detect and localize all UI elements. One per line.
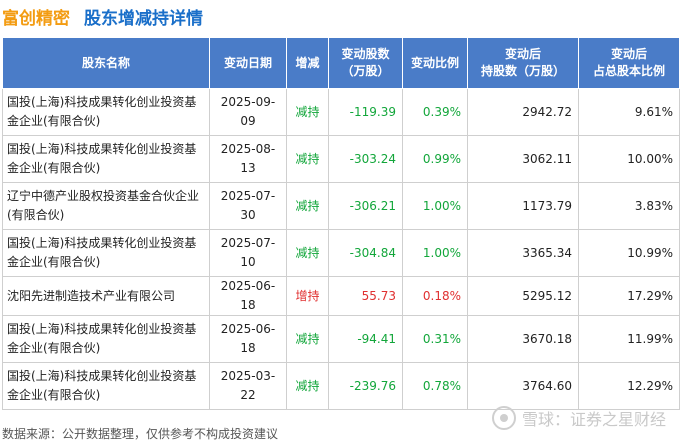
change-direction: 减持 [286,229,329,277]
change-direction: 增持 [286,276,329,316]
after-ratio: 10.99% [578,229,680,277]
after-shares: 3670.18 [467,315,579,363]
after-shares: 5295.12 [467,276,579,316]
column-header-shareholder: 股东名称 [2,37,210,89]
change-direction: 减持 [286,315,329,363]
change-ratio: 1.00% [402,229,468,277]
watermark: 雪球：证券之星财经 [491,406,666,430]
change-date: 2025-06-18 [209,276,287,316]
change-shares: -304.84 [328,229,403,277]
shareholder-change-table: 股东名称 变动日期 增减 变动股数 （万股） 变动比例 变动后 持股数（万股） … [2,37,680,410]
after-shares: 3062.11 [467,135,579,183]
change-direction: 减持 [286,182,329,230]
column-header-direction: 增减 [286,37,329,89]
shareholder-name: 国投(上海)科技成果转化创业投资基金企业(有限合伙) [2,135,210,183]
change-date: 2025-07-10 [209,229,287,277]
shareholder-name: 国投(上海)科技成果转化创业投资基金企业(有限合伙) [2,88,210,136]
change-direction: 减持 [286,88,329,136]
shareholder-name: 国投(上海)科技成果转化创业投资基金企业(有限合伙) [2,362,210,410]
after-shares: 2942.72 [467,88,579,136]
change-shares: -119.39 [328,88,403,136]
after-ratio: 3.83% [578,182,680,230]
change-direction: 减持 [286,362,329,410]
change-shares: -303.24 [328,135,403,183]
after-ratio: 12.29% [578,362,680,410]
change-date: 2025-08-13 [209,135,287,183]
change-date: 2025-07-30 [209,182,287,230]
after-shares: 1173.79 [467,182,579,230]
data-source-note: 数据来源：公开数据整理，仅供参考不构成投资建议 [2,427,279,441]
after-ratio: 11.99% [578,315,680,363]
after-shares: 3365.34 [467,229,579,277]
table-row: 辽宁中德产业股权投资基金合伙企业(有限合伙) 2025-07-30 减持 -30… [2,182,680,230]
table-row: 国投(上海)科技成果转化创业投资基金企业(有限合伙) 2025-07-10 减持… [2,229,680,277]
after-shares: 3764.60 [467,362,579,410]
change-direction: 减持 [286,135,329,183]
column-header-shares: 变动股数 （万股） [328,37,403,89]
table-row: 沈阳先进制造技术产业有限公司 2025-06-18 增持 55.73 0.18%… [2,276,680,316]
table-row: 国投(上海)科技成果转化创业投资基金企业(有限合伙) 2025-09-09 减持… [2,88,680,136]
shareholder-name: 辽宁中德产业股权投资基金合伙企业(有限合伙) [2,182,210,230]
snowball-logo-icon [491,406,516,430]
after-ratio: 9.61% [578,88,680,136]
change-ratio: 0.39% [402,88,468,136]
after-ratio: 10.00% [578,135,680,183]
column-header-ratio: 变动比例 [402,37,468,89]
change-date: 2025-09-09 [209,88,287,136]
change-shares: -306.21 [328,182,403,230]
change-date: 2025-03-22 [209,362,287,410]
after-ratio: 17.29% [578,276,680,316]
page-header: 富创精密 股东增减持详情 [0,0,680,33]
column-header-after-ratio: 变动后 占总股本比例 [578,37,680,89]
table-row: 国投(上海)科技成果转化创业投资基金企业(有限合伙) 2025-08-13 减持… [2,135,680,183]
column-header-date: 变动日期 [209,37,287,89]
change-ratio: 0.78% [402,362,468,410]
change-shares: 55.73 [328,276,403,316]
stock-name[interactable]: 富创精密 [2,9,70,29]
column-header-after-shares: 变动后 持股数（万股） [467,37,579,89]
table-row: 国投(上海)科技成果转化创业投资基金企业(有限合伙) 2025-06-18 减持… [2,315,680,363]
change-shares: -94.41 [328,315,403,363]
table-row: 国投(上海)科技成果转化创业投资基金企业(有限合伙) 2025-03-22 减持… [2,362,680,410]
change-date: 2025-06-18 [209,315,287,363]
shareholder-name: 国投(上海)科技成果转化创业投资基金企业(有限合伙) [2,315,210,363]
change-ratio: 0.99% [402,135,468,183]
watermark-text: 雪球：证券之星财经 [521,410,666,429]
shareholder-name: 国投(上海)科技成果转化创业投资基金企业(有限合伙) [2,229,210,277]
change-ratio: 1.00% [402,182,468,230]
change-ratio: 0.31% [402,315,468,363]
change-shares: -239.76 [328,362,403,410]
change-ratio: 0.18% [402,276,468,316]
shareholder-name: 沈阳先进制造技术产业有限公司 [2,276,210,316]
page-title: 股东增减持详情 [84,9,203,29]
table-header-row: 股东名称 变动日期 增减 变动股数 （万股） 变动比例 变动后 持股数（万股） … [2,37,680,89]
